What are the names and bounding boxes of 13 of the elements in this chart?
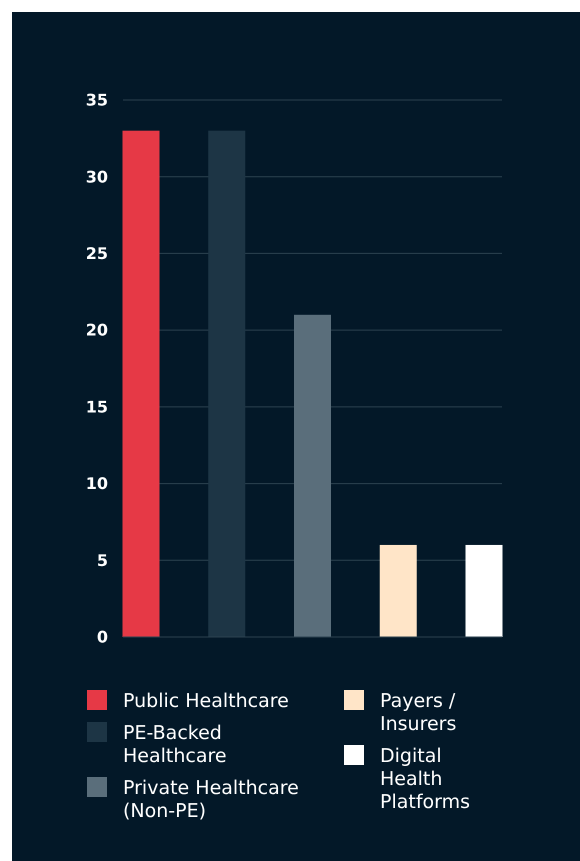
y-tick-label: 25	[86, 244, 108, 264]
y-tick-label: 0	[96, 628, 108, 647]
legend-label: Private Healthcare (Non-PE)	[123, 777, 299, 822]
y-tick-label: 15	[86, 397, 108, 416]
y-tick-label: 10	[86, 474, 108, 494]
legend-label: Digital Health Platforms	[380, 745, 470, 813]
y-tick-label: 35	[86, 90, 108, 110]
legend-label: Payers / Insurers	[380, 690, 456, 735]
y-tick-label: 5	[96, 550, 108, 570]
y-tick-label: 20	[86, 320, 108, 340]
legend-label: Public Healthcare	[123, 690, 289, 712]
legend-label: PE-Backed Healthcare	[123, 722, 227, 767]
y-tick-label: 30	[86, 167, 108, 186]
